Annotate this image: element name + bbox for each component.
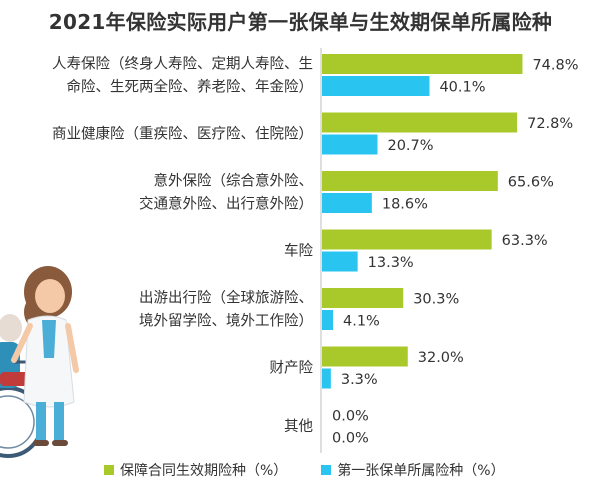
category-label-3-line-1: 意外保险（综合意外险、 bbox=[154, 172, 314, 190]
bar-series-1-category-6 bbox=[322, 346, 408, 367]
data-label-series-1-category-3: 65.6% bbox=[508, 175, 554, 191]
bar-series-2-category-5 bbox=[322, 310, 333, 330]
data-label-series-1-category-2: 72.8% bbox=[527, 116, 573, 132]
data-label-series-1-category-1: 74.8% bbox=[532, 58, 578, 74]
bar-series-1-category-4 bbox=[322, 229, 492, 250]
nurse-wheelchair-illustration bbox=[0, 266, 79, 458]
data-label-series-2-category-5: 4.1% bbox=[343, 314, 380, 330]
legend-swatch-series-1 bbox=[104, 465, 114, 475]
legend-item-series-1: 保障合同生效期险种（%） bbox=[104, 460, 287, 480]
category-label-5-line-1: 出游出行险（全球旅游险、 bbox=[139, 289, 313, 307]
data-label-series-2-category-6: 3.3% bbox=[341, 372, 378, 388]
bar-series-2-category-1 bbox=[322, 76, 430, 96]
category-label-1-line-2: 命险、生死两全险、养老险、年金险） bbox=[67, 78, 314, 96]
category-label-4-line-1: 车险 bbox=[284, 243, 313, 260]
bar-series-1-category-3 bbox=[322, 171, 498, 191]
bar-series-1-category-2 bbox=[322, 112, 518, 133]
bar-series-2-category-2 bbox=[322, 134, 378, 155]
data-label-series-2-category-4: 13.3% bbox=[368, 255, 414, 271]
category-label-7-line-1: 其他 bbox=[284, 418, 313, 435]
category-label-5-line-2: 境外留学险、境外工作险） bbox=[139, 312, 313, 330]
bar-series-2-category-3 bbox=[322, 193, 372, 213]
bar-series-2-category-4 bbox=[322, 251, 358, 272]
data-label-series-1-category-5: 30.3% bbox=[413, 292, 459, 308]
category-label-3-line-2: 交通意外险、出行意外险） bbox=[139, 195, 313, 213]
category-label-1-line-1: 人寿保险（终身人寿险、定期人寿险、生 bbox=[52, 56, 313, 73]
legend-label-series-2: 第一张保单所属险种（%） bbox=[337, 463, 505, 479]
data-label-series-2-category-7: 0.0% bbox=[332, 431, 369, 447]
bar-series-2-category-6 bbox=[322, 368, 331, 389]
chart-legend: 保障合同生效期险种（%） 第一张保单所属险种（%） bbox=[104, 460, 539, 480]
category-label-2-line-1: 商业健康险（重疾险、医疗险、住院险） bbox=[52, 126, 313, 143]
data-label-series-2-category-3: 18.6% bbox=[382, 197, 428, 213]
data-label-series-1-category-7: 0.0% bbox=[332, 409, 369, 425]
bar-series-1-category-5 bbox=[322, 288, 404, 308]
data-label-series-2-category-1: 40.1% bbox=[439, 80, 485, 96]
legend-swatch-series-2 bbox=[321, 465, 332, 475]
category-label-6-line-1: 财产险 bbox=[270, 360, 314, 377]
data-label-series-1-category-6: 32.0% bbox=[418, 350, 464, 366]
data-label-series-1-category-4: 63.3% bbox=[502, 233, 548, 249]
legend-label-series-1: 保障合同生效期险种（%） bbox=[120, 463, 288, 479]
data-label-series-2-category-2: 20.7% bbox=[387, 138, 433, 154]
chart-title: 2021年保险实际用户第一张保单与生效期保单所属险种 bbox=[48, 10, 553, 34]
legend-item-series-2: 第一张保单所属险种（%） bbox=[321, 460, 505, 480]
bar-series-1-category-1 bbox=[322, 54, 523, 74]
